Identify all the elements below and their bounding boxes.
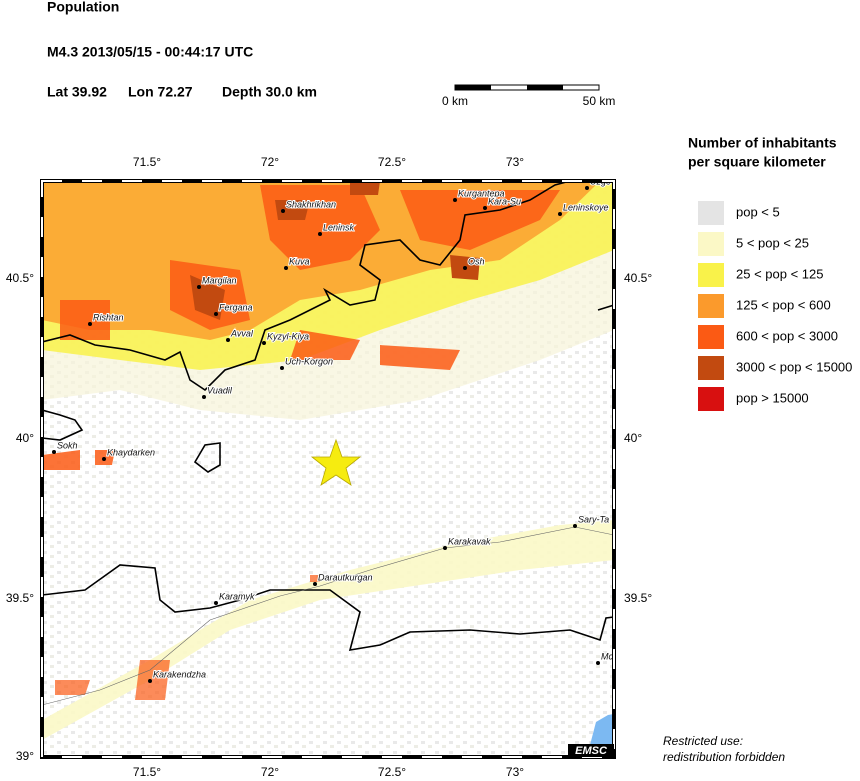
city-dot (262, 341, 266, 345)
city-dot (284, 266, 288, 270)
city-label: Khaydarken (107, 447, 155, 457)
y-tick-label: 40.5° (6, 271, 34, 285)
x-tick-label: 71.5° (133, 155, 161, 169)
city-dot (483, 206, 487, 210)
legend-swatch (698, 356, 724, 380)
city-label: Shakhrikhan (286, 199, 336, 209)
city-dot (52, 450, 56, 454)
y-tick-label: 40° (624, 431, 642, 445)
city-label: Vuadil (207, 385, 233, 395)
y-tick-label: 39° (16, 749, 34, 763)
y-tick-label: 40.5° (624, 271, 652, 285)
city-label: Sary-Ta (578, 514, 609, 524)
city-label: Osh (468, 256, 485, 266)
city-label: Margilan (202, 275, 237, 285)
x-tick-label: 73° (506, 765, 524, 779)
event-lat: Lat 39.92 (47, 84, 107, 100)
x-tick-label: 72.5° (378, 155, 406, 169)
legend-label: 25 < pop < 125 (736, 266, 823, 281)
title: Population (47, 0, 119, 15)
legend-swatch (698, 325, 724, 349)
city-label: Kara-Su (488, 196, 521, 206)
y-tick-label: 39.5° (6, 591, 34, 605)
city-label: Mc (601, 651, 613, 661)
scale-end: 50 km (583, 94, 616, 108)
city-dot (573, 524, 577, 528)
city-dot (88, 322, 92, 326)
city-label: Karakendzha (153, 669, 206, 679)
city-dot (318, 232, 322, 236)
city-label: Darautkurgan (318, 572, 373, 582)
city-label: Kurgantepa (458, 188, 505, 198)
legend-label: 125 < pop < 600 (736, 297, 831, 312)
city-dot (281, 209, 285, 213)
city-dot (102, 457, 106, 461)
city-dot (214, 312, 218, 316)
legend-swatch (698, 294, 724, 318)
city-dot (453, 198, 457, 202)
city-dot (280, 366, 284, 370)
x-tick-label: 72° (261, 765, 279, 779)
notice: redistribution forbidden (663, 750, 785, 764)
city-label: Sokh (57, 440, 78, 450)
event-depth: Depth 30.0 km (222, 84, 317, 100)
x-tick-label: 71.5° (133, 765, 161, 779)
y-tick-label: 39.5° (624, 591, 652, 605)
city-label: Kuva (289, 256, 310, 266)
legend-swatch (698, 201, 724, 225)
city-label: Kyzyl-Kiya (267, 331, 309, 341)
epicenter (310, 438, 362, 486)
legend-label: pop > 15000 (736, 390, 809, 405)
axis-ticks: 71.5° 72° 72.5° 73° 71.5° 72° 72.5° 73° 40.5° 40°… (6, 155, 653, 779)
legend-title: Number of inhabitants (688, 135, 837, 151)
legend-swatch (698, 387, 724, 411)
city-dot (202, 395, 206, 399)
city-label: Avval (230, 328, 254, 338)
city-label: Karamyk (219, 591, 255, 601)
legend-label: 600 < pop < 3000 (736, 328, 838, 343)
city-dot (463, 266, 467, 270)
x-tick-label: 73° (506, 155, 524, 169)
legend-title: per square kilometer (688, 154, 826, 170)
city-label: Rishtan (93, 312, 124, 322)
y-tick-label: 40° (16, 431, 34, 445)
legend-swatch (698, 232, 724, 256)
city-dot (226, 338, 230, 342)
legend-label: 3000 < pop < 15000 (736, 359, 852, 374)
legend-label: pop < 5 (736, 204, 780, 219)
city-dot (443, 546, 447, 550)
notice: Restricted use: (663, 734, 743, 748)
frame-dash (41, 180, 615, 758)
city-dot (313, 582, 317, 586)
city-dot (214, 601, 218, 605)
event-lon: Lon 72.27 (128, 84, 193, 100)
credit: EMSC (575, 745, 608, 757)
city-dot (558, 212, 562, 216)
city-dot (148, 679, 152, 683)
city-label: Leninskoye (563, 202, 609, 212)
x-tick-label: 72° (261, 155, 279, 169)
legend-label: 5 < pop < 25 (736, 235, 809, 250)
city-label: Leninsk (323, 222, 355, 232)
city-label: Uzge (590, 176, 611, 186)
scale-start: 0 km (442, 94, 468, 108)
event: M4.3 2013/05/15 - 00:44:17 UTC (47, 44, 253, 60)
x-tick-label: 72.5° (378, 765, 406, 779)
city-dot (585, 186, 589, 190)
city-label: Uch-Korgon (285, 356, 333, 366)
legend-swatch (698, 263, 724, 287)
scale-bar: 0 km 50 km (442, 84, 616, 108)
city-label: Fergana (219, 302, 253, 312)
legend: pop < 5 5 < pop < 25 25 < pop < 125 125 < p… (698, 201, 852, 411)
city-label: Karakavak (448, 536, 491, 546)
city-dot (596, 661, 600, 665)
city-dot (197, 285, 201, 289)
